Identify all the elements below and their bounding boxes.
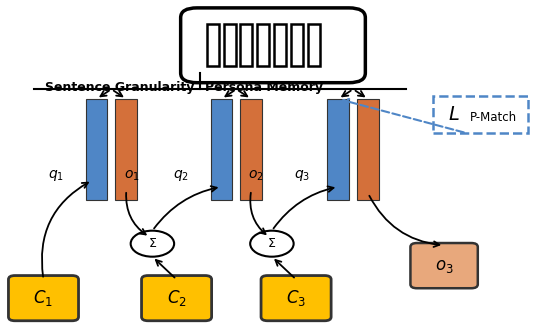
FancyBboxPatch shape xyxy=(8,276,79,321)
Text: $C_2$: $C_2$ xyxy=(167,288,187,308)
Text: Sentence Granularity: Sentence Granularity xyxy=(45,81,194,94)
Bar xyxy=(274,24,286,67)
Bar xyxy=(211,99,232,200)
Text: $o_2$: $o_2$ xyxy=(248,168,264,183)
Circle shape xyxy=(250,231,294,257)
Bar xyxy=(291,24,303,67)
Bar xyxy=(357,99,379,200)
FancyBboxPatch shape xyxy=(141,276,212,321)
Bar xyxy=(257,24,269,67)
FancyBboxPatch shape xyxy=(261,276,331,321)
Text: $\Sigma$: $\Sigma$ xyxy=(148,237,157,250)
Text: $\mathit{L}$: $\mathit{L}$ xyxy=(448,105,460,124)
FancyBboxPatch shape xyxy=(433,96,529,133)
Bar xyxy=(308,24,320,67)
Bar xyxy=(327,99,349,200)
Circle shape xyxy=(130,231,174,257)
FancyBboxPatch shape xyxy=(181,8,365,83)
Text: $q_1$: $q_1$ xyxy=(48,168,64,183)
Text: $o_1$: $o_1$ xyxy=(124,168,140,183)
Text: $C_3$: $C_3$ xyxy=(286,288,306,308)
Text: $C_1$: $C_1$ xyxy=(33,288,54,308)
Bar xyxy=(240,24,252,67)
Bar xyxy=(223,24,235,67)
Text: $q_2$: $q_2$ xyxy=(173,168,189,183)
Text: $o_3$: $o_3$ xyxy=(435,256,453,275)
Bar xyxy=(115,99,137,200)
Text: Persona Memory: Persona Memory xyxy=(205,81,323,94)
Bar xyxy=(207,24,219,67)
Bar xyxy=(240,99,262,200)
Text: $q_3$: $q_3$ xyxy=(294,168,310,183)
Text: $\Sigma$: $\Sigma$ xyxy=(268,237,276,250)
FancyBboxPatch shape xyxy=(411,243,478,288)
Text: P-Match: P-Match xyxy=(470,111,517,124)
Bar xyxy=(86,99,108,200)
